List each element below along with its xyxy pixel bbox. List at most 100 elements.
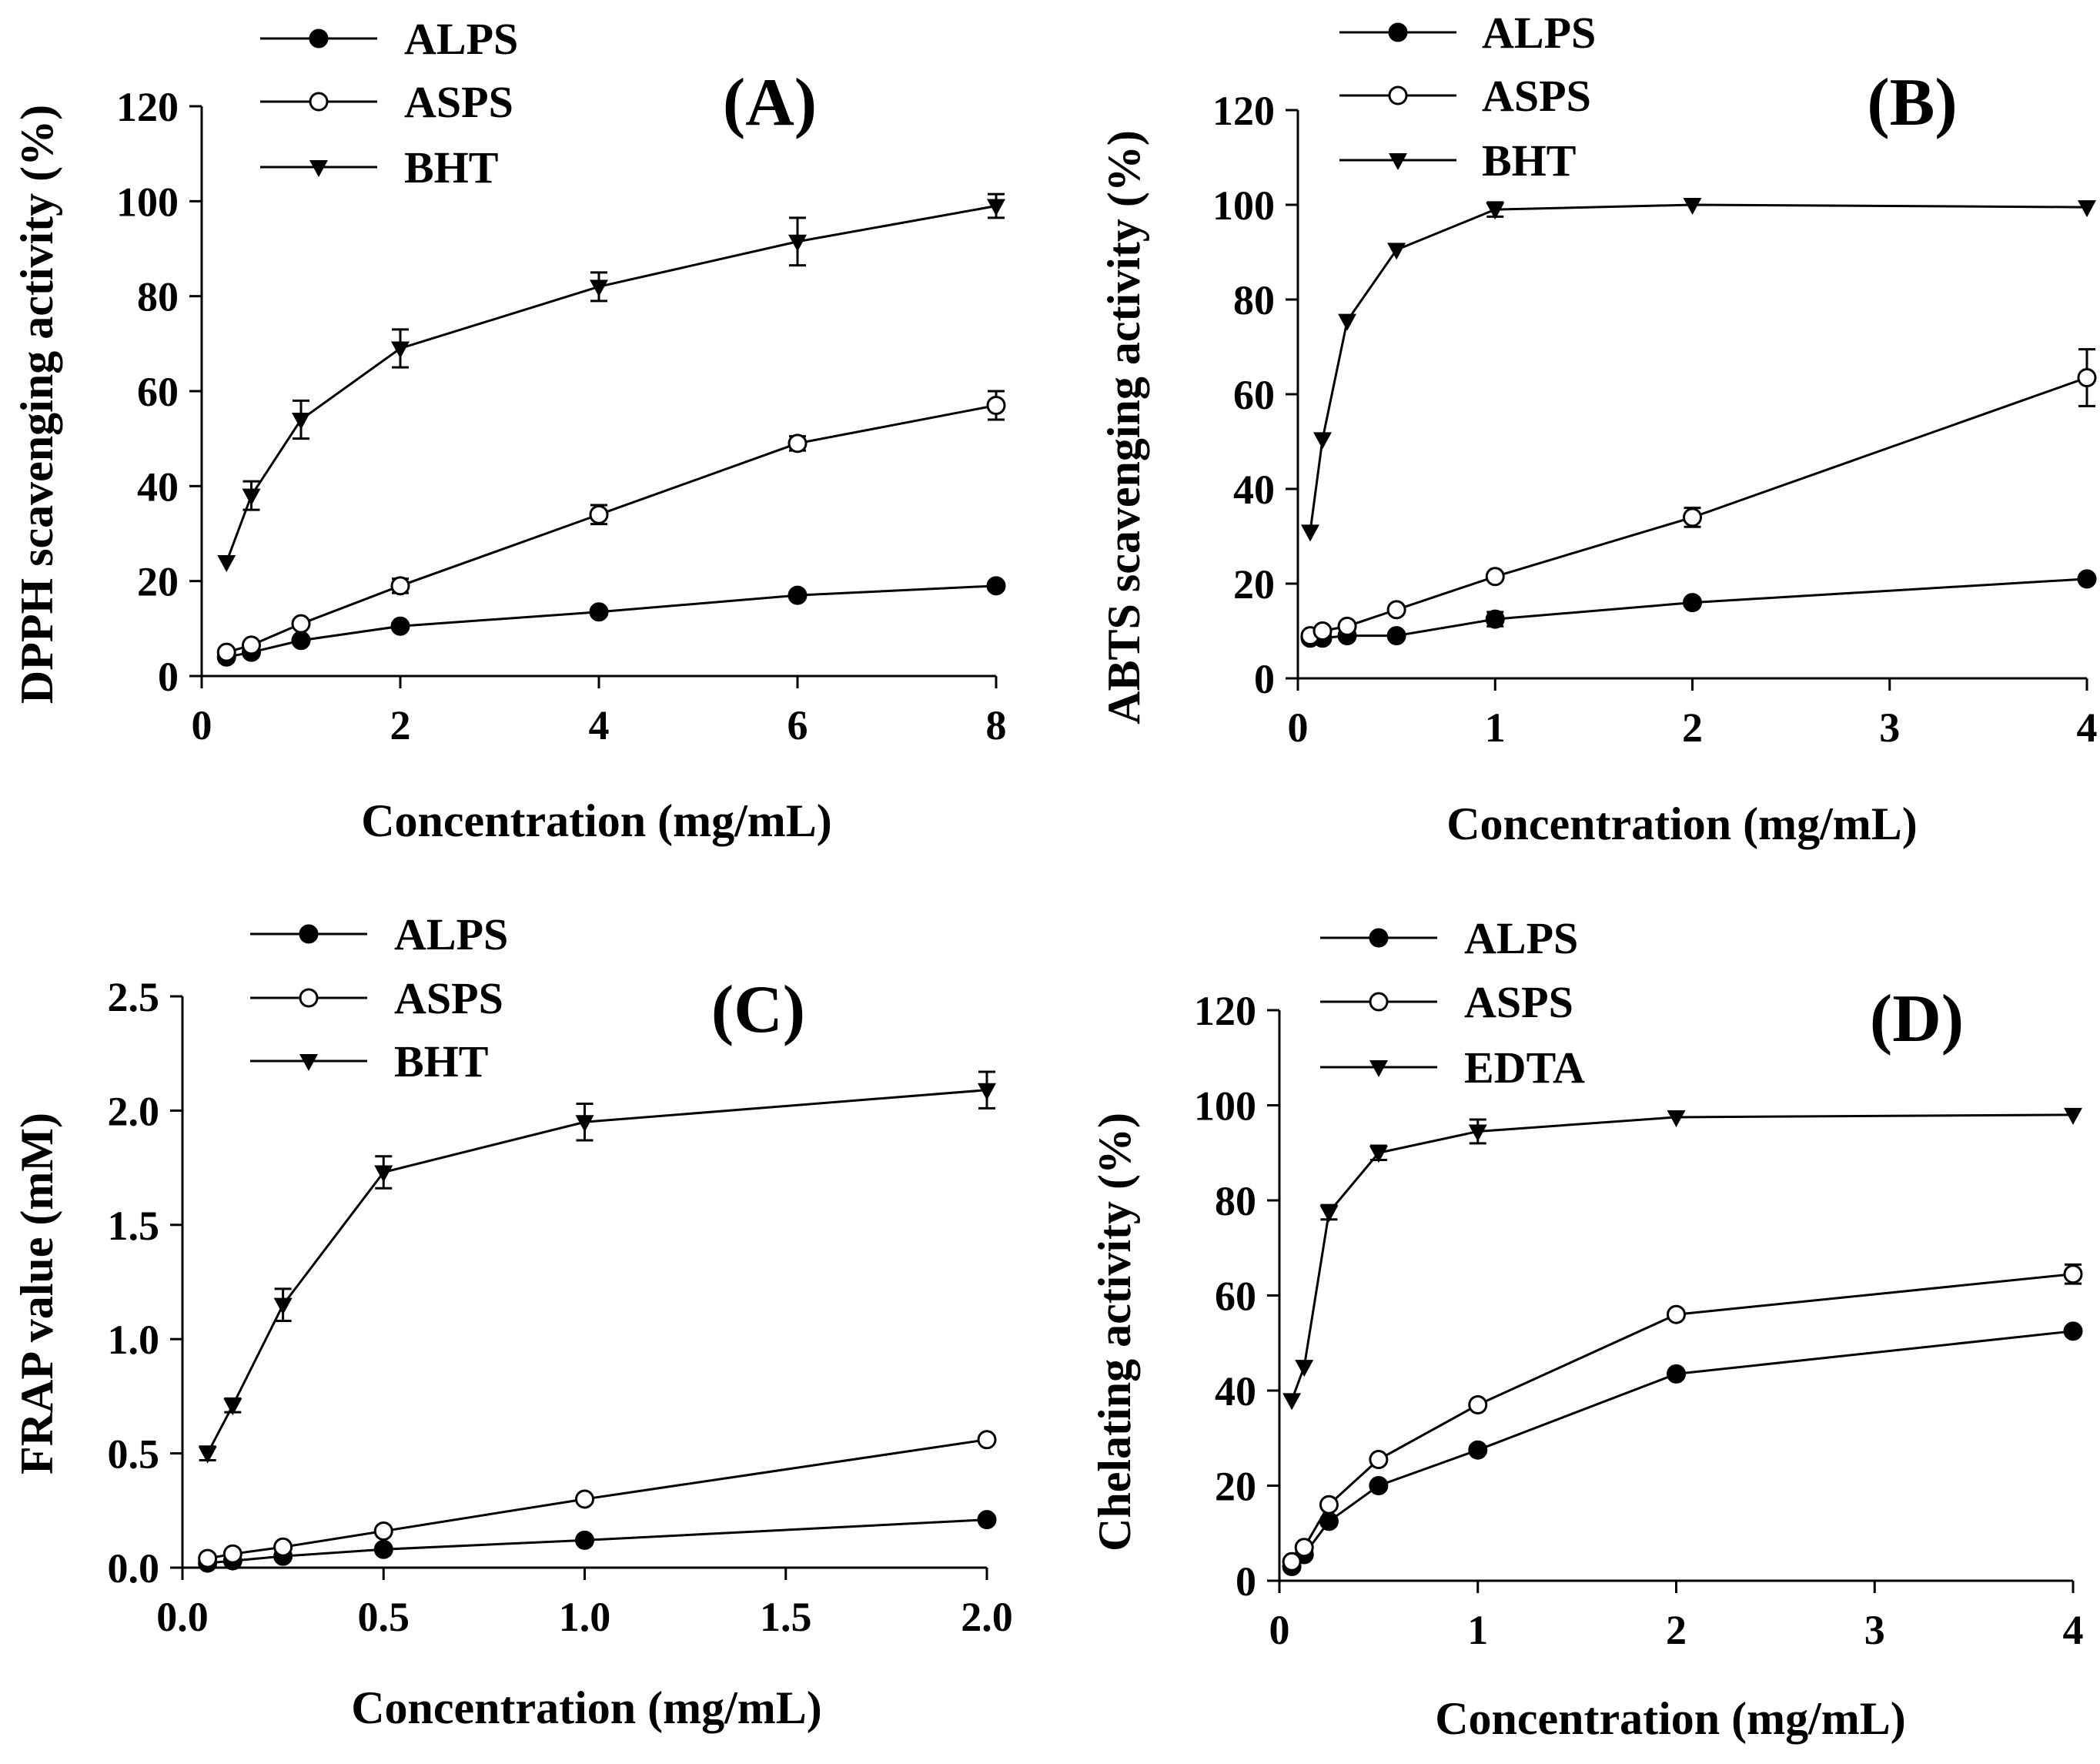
panel-a: DPPH scavenging activity (%) Concentrati… <box>12 14 1007 846</box>
panel-d-point-asps <box>1282 1551 1302 1572</box>
panel-b-point-alps <box>1485 609 1505 629</box>
panel-c-ylabel: FRAP value (mM) <box>12 1113 62 1474</box>
panel-d-x-tick-label: 2 <box>1666 1607 1687 1653</box>
panel-c-y-tick-label: 1.5 <box>108 1203 160 1249</box>
panel-a-legend-alps-marker <box>309 28 329 49</box>
panel-d-series-edta-line <box>1290 1113 2074 1401</box>
panel-a-y-tick-label: 60 <box>137 369 179 415</box>
panel-a-legend-asps-marker <box>309 92 329 112</box>
panel-a-point-asps <box>986 396 1006 415</box>
panel-a-series-bht-line <box>225 205 997 563</box>
panel-c-xlabel: Concentration (mg/mL) <box>351 1682 822 1733</box>
panel-c-x-tick-label: 1.0 <box>559 1594 611 1640</box>
panel-b-xlabel: Concentration (mg/mL) <box>1446 798 1918 849</box>
panel-a-point-alps <box>589 602 609 622</box>
panel-c-point-asps <box>222 1544 242 1564</box>
panel-c-y-tick-label: 2.0 <box>108 1088 160 1134</box>
panel-d-point-asps <box>1319 1495 1339 1515</box>
panel-a-point-bht <box>391 341 410 359</box>
panel-a-point-asps <box>589 504 609 524</box>
panel-b-y-tick-label: 60 <box>1233 372 1275 418</box>
panel-d-point-edta <box>1282 1393 1302 1411</box>
panel-a-point-bht <box>788 234 807 252</box>
panel-b-point-asps <box>1485 567 1505 587</box>
panel-d-point-alps <box>1369 1476 1389 1495</box>
panel-c-legend-bht: BHT <box>394 1036 489 1086</box>
panel-c-point-bht <box>198 1446 217 1464</box>
panel-d-legend-edta-marker <box>1369 1060 1388 1077</box>
panel-b-point-bht <box>1486 203 1505 220</box>
panel-c-point-asps <box>373 1521 393 1541</box>
panel-c-tag: (C) <box>711 972 805 1047</box>
panel-b-y-tick-label: 0 <box>1254 656 1275 702</box>
panel-b-point-bht <box>2078 200 2096 218</box>
panel-d-y-tick-label: 20 <box>1215 1464 1256 1510</box>
panel-a-series-asps-line <box>226 404 997 654</box>
panel-b-point-bht <box>1387 243 1406 260</box>
panel-d-x-tick-label: 0 <box>1269 1607 1290 1653</box>
panel-b-y-tick-label: 100 <box>1212 182 1275 229</box>
panel-c-point-asps <box>575 1489 594 1509</box>
panel-b-series-bht-line <box>1309 203 2088 532</box>
panel-b-point-alps <box>1683 593 1702 613</box>
panel-c-point-asps <box>273 1537 293 1557</box>
panel-b-ylabel: ABTS scavenging activity (%) <box>1098 130 1149 725</box>
panel-a-y-tick-label: 80 <box>137 274 179 320</box>
panel-a-y-tick-label: 0 <box>158 654 179 700</box>
panel-d-point-asps <box>1468 1395 1488 1415</box>
panel-a-legend-bht: BHT <box>404 142 499 192</box>
panel-b-point-asps <box>1386 600 1406 620</box>
panel-b-x-tick-label: 0 <box>1288 705 1309 751</box>
panel-a-point-asps <box>242 635 261 655</box>
panel-a-x-tick-label: 2 <box>390 702 411 748</box>
panel-d-point-asps <box>2063 1264 2083 1284</box>
panel-a-point-bht <box>242 488 261 506</box>
panel-b-x-tick-label: 3 <box>1879 705 1900 751</box>
panel-c-point-bht <box>223 1398 242 1416</box>
panel-c-point-asps <box>977 1430 997 1450</box>
panel-a-point-asps <box>216 642 236 662</box>
panel-a-point-bht <box>590 279 608 297</box>
panel-d-point-edta <box>1468 1124 1487 1142</box>
panel-c-y-tick-label: 2.5 <box>108 974 160 1020</box>
panel-d-point-asps <box>1294 1538 1314 1558</box>
panel-c-legend: ALPS ASPS BHT <box>250 909 508 1086</box>
panel-b-point-bht <box>1313 432 1333 450</box>
panel-c-x-tick-label: 0.5 <box>358 1594 410 1640</box>
panel-a-point-asps <box>390 576 410 596</box>
panel-b-tag: (B) <box>1867 65 1957 140</box>
panel-d-x-tick-label: 3 <box>1864 1607 1885 1653</box>
panel-c-legend-alps-marker <box>299 924 319 944</box>
panel-a-point-alps <box>291 631 311 651</box>
panel-c-point-bht <box>273 1297 293 1315</box>
panel-d-point-asps <box>1369 1450 1389 1470</box>
panel-d-point-edta <box>2064 1107 2082 1125</box>
panel-b-point-alps <box>1386 626 1406 646</box>
panel-c-legend-alps: ALPS <box>394 909 508 959</box>
panel-a-point-alps <box>390 616 410 636</box>
panel-d-point-edta <box>1319 1205 1339 1223</box>
panel-b-y-tick-label: 80 <box>1233 277 1275 323</box>
panel-d-y-tick-label: 80 <box>1215 1178 1256 1224</box>
panel-b-point-bht <box>1301 524 1320 542</box>
panel-d-point-alps <box>2063 1321 2083 1341</box>
panel-d-point-edta <box>1295 1360 1314 1377</box>
panel-a-point-asps <box>788 433 808 454</box>
panel-a-x-tick-label: 8 <box>986 702 1007 748</box>
panel-a-tag: (A) <box>723 65 817 140</box>
panel-b-point-asps <box>1312 621 1333 641</box>
panel-c-point-bht <box>575 1115 594 1133</box>
panel-d-xlabel: Concentration (mg/mL) <box>1435 1693 1906 1744</box>
panel-d-y-tick-label: 60 <box>1215 1274 1256 1320</box>
panel-b-x-tick-label: 2 <box>1682 705 1703 751</box>
panel-b-point-alps <box>2077 569 2097 589</box>
panel-b: ABTS scavenging activity (%) Concentrati… <box>1098 8 2098 849</box>
panel-d-x-tick-label: 1 <box>1467 1607 1488 1653</box>
panel-b-legend: ALPS ASPS BHT <box>1339 8 1596 186</box>
panel-b-legend-alps-marker <box>1388 22 1408 42</box>
panel-a-y-tick-label: 100 <box>116 179 179 225</box>
panel-b-y-tick-label: 120 <box>1212 88 1275 134</box>
panel-d-legend: ALPS ASPS EDTA <box>1320 913 1585 1093</box>
panel-d-y-tick-label: 40 <box>1215 1368 1256 1414</box>
